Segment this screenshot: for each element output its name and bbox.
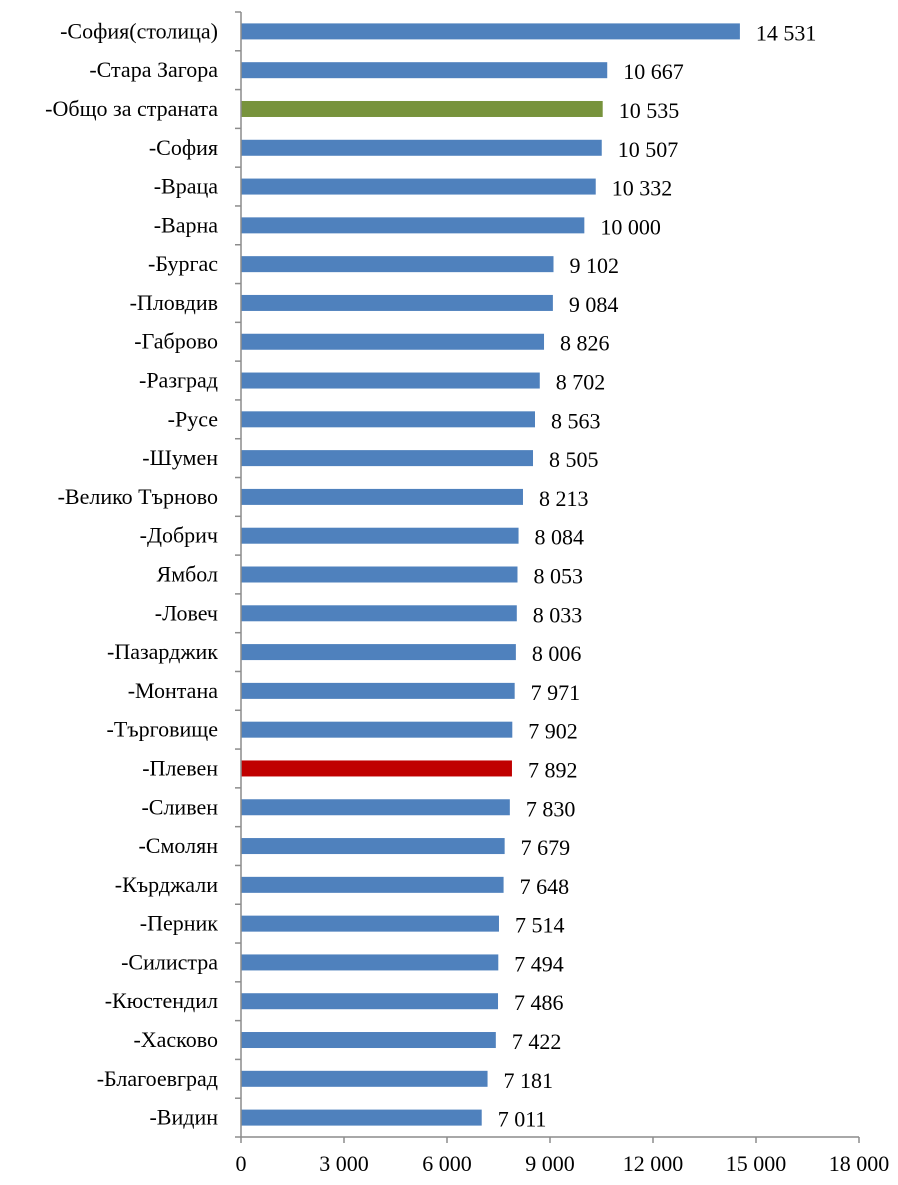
- value-label-23: 7 514: [515, 913, 565, 938]
- bar-23: [241, 915, 499, 932]
- value-label-20: 7 830: [526, 796, 576, 821]
- bar-4: [241, 178, 596, 195]
- x-tick-label-0: 0: [236, 1151, 247, 1176]
- value-label-18: 7 902: [528, 719, 578, 744]
- value-label-24: 7 494: [514, 951, 564, 976]
- category-label-19: -Плевен: [142, 755, 218, 780]
- value-label-8: 8 826: [560, 331, 610, 356]
- x-tick-label-4: 12 000: [623, 1151, 684, 1176]
- category-label-15: -Ловеч: [155, 600, 218, 625]
- value-label-3: 10 507: [618, 137, 679, 162]
- category-label-28: -Видин: [149, 1105, 218, 1130]
- axes: 0 3 000 6 000 9 000 12 000 15 000 18 000: [235, 11, 890, 1176]
- value-label-1: 10 667: [623, 59, 684, 84]
- category-label-1: -Стара Загора: [89, 57, 218, 82]
- value-label-28: 7 011: [498, 1107, 547, 1132]
- bar-2: [241, 100, 603, 117]
- x-tick-label-1: 3 000: [319, 1151, 369, 1176]
- category-label-11: -Шумен: [142, 445, 218, 470]
- category-label-3: -София: [149, 135, 218, 160]
- value-label-17: 7 971: [531, 680, 581, 705]
- category-label-20: -Сливен: [141, 794, 218, 819]
- x-tick-label-3: 9 000: [525, 1151, 575, 1176]
- value-label-13: 8 084: [535, 525, 585, 550]
- bar-19: [241, 760, 512, 777]
- category-label-24: -Силистра: [121, 949, 218, 974]
- value-label-16: 8 006: [532, 641, 582, 666]
- bar-27: [241, 1070, 488, 1087]
- bar-9: [241, 372, 540, 389]
- bar-16: [241, 644, 516, 661]
- value-label-22: 7 648: [520, 874, 570, 899]
- bar-11: [241, 450, 534, 467]
- bar-6: [241, 256, 554, 273]
- bar-18: [241, 721, 513, 738]
- bar-24: [241, 954, 499, 971]
- bar-12: [241, 488, 523, 505]
- value-label-21: 7 679: [521, 835, 571, 860]
- bar-1: [241, 62, 608, 79]
- x-tick-label-6: 18 000: [829, 1151, 890, 1176]
- category-label-13: -Добрич: [140, 523, 218, 548]
- bar-8: [241, 333, 545, 350]
- value-label-19: 7 892: [528, 757, 578, 782]
- category-label-5: -Варна: [154, 212, 219, 237]
- bar-17: [241, 682, 515, 699]
- category-label-23: -Перник: [140, 911, 219, 936]
- category-label-8: -Габрово: [134, 329, 218, 354]
- bar-20: [241, 799, 510, 816]
- value-label-26: 7 422: [512, 1029, 562, 1054]
- bar-21: [241, 838, 505, 855]
- category-label-10: -Русе: [168, 406, 218, 431]
- bar-5: [241, 217, 585, 234]
- value-label-25: 7 486: [514, 990, 564, 1015]
- bar-7: [241, 294, 553, 311]
- x-tick-label-2: 6 000: [422, 1151, 472, 1176]
- category-labels: -София(столица) -Стара Загора -Общо за стр…: [45, 18, 218, 1129]
- value-label-4: 10 332: [612, 176, 673, 201]
- bar-10: [241, 411, 535, 428]
- value-label-6: 9 102: [570, 253, 620, 278]
- category-label-17: -Монтана: [128, 678, 219, 703]
- bar-0: [241, 23, 740, 40]
- category-label-2: -Общо за страната: [45, 96, 218, 121]
- category-label-0: -София(столица): [60, 18, 218, 43]
- value-labels: 14 531 10 667 10 535 10 507 10 332 10 000 9 10…: [498, 20, 817, 1131]
- bar-22: [241, 876, 504, 893]
- category-label-16: -Пазарджик: [107, 639, 218, 664]
- category-label-22: -Кърджали: [115, 872, 218, 897]
- value-label-10: 8 563: [551, 408, 601, 433]
- bar-26: [241, 1032, 496, 1049]
- category-label-9: -Разград: [139, 368, 218, 393]
- value-label-14: 8 053: [533, 564, 583, 589]
- value-label-0: 14 531: [756, 20, 817, 45]
- category-label-21: -Смолян: [138, 833, 218, 858]
- value-label-9: 8 702: [556, 370, 606, 395]
- bar-28: [241, 1109, 482, 1126]
- bar-25: [241, 993, 499, 1010]
- value-label-7: 9 084: [569, 292, 619, 317]
- category-label-27: -Благоевград: [97, 1066, 218, 1091]
- value-label-11: 8 505: [549, 447, 599, 472]
- value-label-2: 10 535: [619, 98, 680, 123]
- bar-14: [241, 566, 518, 583]
- bars-layer: [241, 23, 740, 1126]
- category-label-25: -Кюстендил: [105, 988, 218, 1013]
- category-label-26: -Хасково: [133, 1027, 218, 1052]
- bar-3: [241, 139, 602, 156]
- value-label-15: 8 033: [533, 602, 583, 627]
- category-label-14: Ямбол: [157, 562, 218, 587]
- category-label-7: -Пловдив: [130, 290, 218, 315]
- category-label-6: -Бургас: [148, 251, 218, 276]
- value-label-12: 8 213: [539, 486, 589, 511]
- x-tick-label-5: 15 000: [726, 1151, 787, 1176]
- category-label-4: -Враца: [154, 174, 219, 199]
- category-label-18: -Търговище: [107, 717, 218, 742]
- value-label-27: 7 181: [504, 1068, 554, 1093]
- value-label-5: 10 000: [600, 214, 661, 239]
- category-label-12: -Велико Търново: [58, 484, 218, 509]
- bar-13: [241, 527, 519, 544]
- bar-15: [241, 605, 517, 622]
